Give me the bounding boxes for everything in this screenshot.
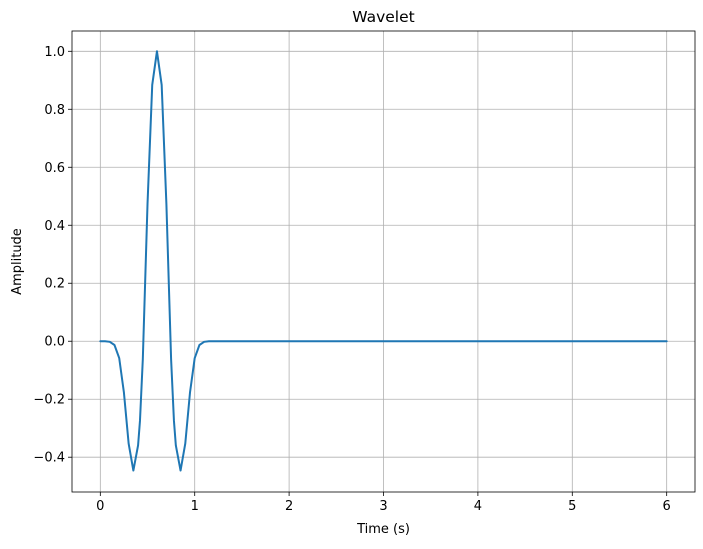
y-tick-label: 0.2 <box>44 277 65 292</box>
y-axis-label: Amplitude <box>10 228 25 295</box>
grid <box>72 31 695 492</box>
y-tick-label: −0.2 <box>33 393 65 408</box>
series-line <box>99 50 668 472</box>
y-tick-label: 1.0 <box>44 45 65 60</box>
x-tick-label: 4 <box>474 499 482 514</box>
x-axis-label: Time (s) <box>356 522 410 537</box>
x-tick-label: 2 <box>285 499 293 514</box>
y-tick-label: 0.0 <box>44 335 65 350</box>
x-tick-label: 0 <box>96 499 104 514</box>
ticks: 0 1 2 3 4 5 6 −0.4 −0.2 0.0 0.2 0.4 0.6 0.8 1.0 <box>33 45 670 514</box>
y-tick-label: 0.4 <box>44 219 65 234</box>
chart-title: Wavelet <box>352 8 414 26</box>
series-layer <box>99 50 668 472</box>
y-tick-label: 0.8 <box>44 103 65 118</box>
x-tick-label: 5 <box>568 499 576 514</box>
x-tick-label: 1 <box>191 499 199 514</box>
x-tick-label: 6 <box>663 499 671 514</box>
y-tick-label: −0.4 <box>33 451 65 466</box>
y-tick-label: 0.6 <box>44 161 65 176</box>
x-tick-label: 3 <box>379 499 387 514</box>
